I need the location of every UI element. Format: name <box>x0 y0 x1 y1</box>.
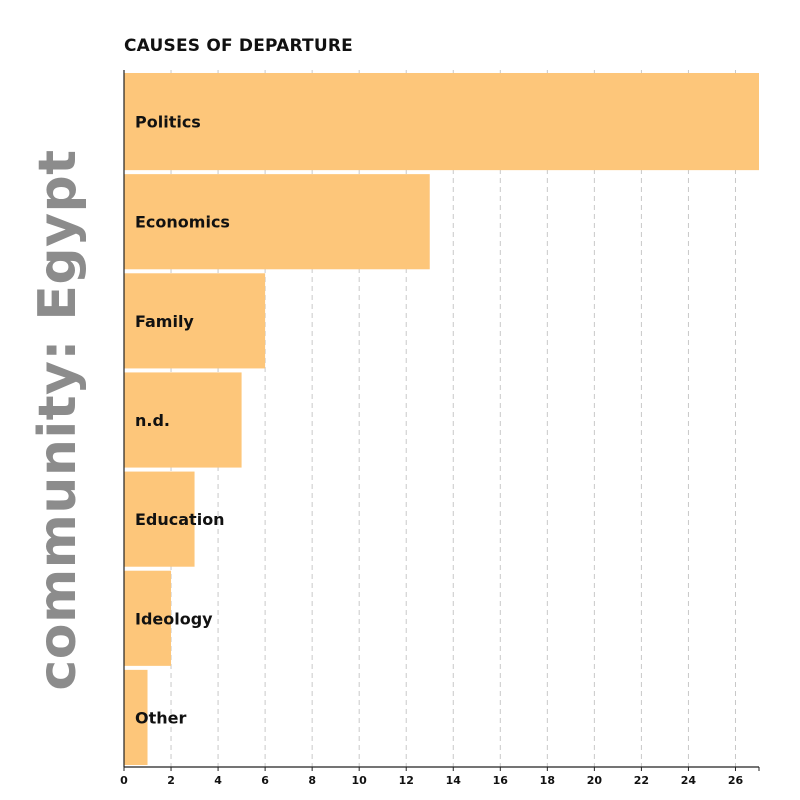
bar-politics <box>124 73 759 171</box>
x-tick-label: 14 <box>446 774 462 787</box>
x-tick-label: 6 <box>261 774 269 787</box>
bar-education <box>124 471 195 567</box>
chart-title: CAUSES OF DEPARTURE <box>124 36 353 56</box>
x-tick-label: 22 <box>634 774 649 787</box>
bars: Politics Economics Family n.d. Education Ideo… <box>124 73 759 765</box>
bar-ideology <box>124 570 172 666</box>
x-tick-label: 26 <box>728 774 744 787</box>
x-tick-label: 10 <box>352 774 368 787</box>
bar-label: Politics <box>135 113 201 132</box>
bar-label: Education <box>135 510 225 529</box>
bar-label: Economics <box>135 213 230 232</box>
bar-economics <box>124 174 430 270</box>
bar-label: Ideology <box>135 609 213 628</box>
bar-label: Family <box>135 312 194 331</box>
x-tick-label: 18 <box>540 774 555 787</box>
bar-other <box>124 669 148 765</box>
x-tick-label: 16 <box>493 774 509 787</box>
x-tick-label: 0 <box>120 774 128 787</box>
bar-family <box>124 273 266 369</box>
x-tick-label: 12 <box>399 774 414 787</box>
bar-label: n.d. <box>135 411 170 430</box>
bar-nd <box>124 372 242 468</box>
x-tick-label: 8 <box>308 774 316 787</box>
bar-label: Other <box>135 708 186 727</box>
axes: 0 2 4 6 8 10 12 14 16 18 20 22 24 26 <box>120 70 760 787</box>
x-tick-label: 20 <box>587 774 603 787</box>
x-tick-label: 24 <box>681 774 697 787</box>
x-tick-label: 2 <box>167 774 175 787</box>
x-tick-label: 4 <box>214 774 222 787</box>
